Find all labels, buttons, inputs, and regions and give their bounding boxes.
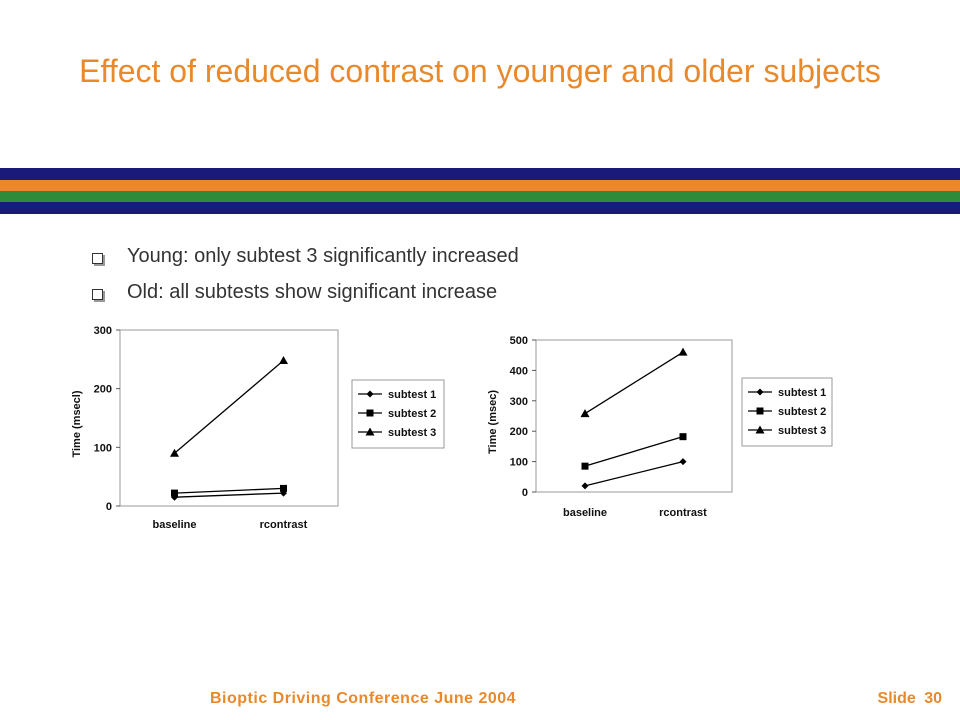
plot-area [535,339,733,493]
legend-label: subtest 2 [388,408,436,420]
square-bullet-icon [92,252,103,264]
bullet-item-old: Old: all subtests show significant incre… [92,274,519,310]
chart-young-svg: 0 100 200 300 baseline rcontrast Time (msecl) s… [71,325,445,531]
y-tick-label: 0 [106,501,112,513]
y-axis-label: Time (msec) [487,390,499,454]
data-point-subtest-1 [280,489,287,497]
chart-old-svg: 0 100 200 300 400 500 baseline rcontrast Time (m… [487,335,833,519]
legend-label: subtest 1 [388,389,436,401]
legend-marker [366,390,374,398]
data-point-subtest-3 [170,448,179,457]
bullet-text: Old: all subtests show significant incre… [127,280,498,303]
x-category-label: rcontrast [659,507,707,519]
data-point-subtest-2 [280,484,287,492]
bullet-list: Young: only subtest 3 significantly incr… [92,238,519,310]
footer-slide-number: Slide 30 [877,690,942,707]
chart-old: 0 100 200 300 400 500 baseline rcontrast Time (m… [478,328,838,533]
series-line-subtest-2 [584,436,684,467]
stripe-navy-bottom [0,202,960,214]
legend-marker [366,409,374,417]
decorative-stripes [0,168,960,214]
legend-label: subtest 3 [388,427,436,439]
bullet-text: Young: only subtest 3 significantly incr… [127,244,519,267]
series-line-subtest-2 [174,487,284,494]
stripe-green [0,191,960,202]
stripe-orange [0,180,960,191]
y-tick-label: 300 [94,325,112,337]
y-tick-label: 200 [510,426,528,438]
data-point-subtest-2 [679,433,687,441]
y-tick-label: 0 [522,487,528,499]
y-tick-label: 500 [510,335,528,347]
x-category-label: baseline [152,519,196,531]
y-axis-label: Time (msecl) [71,390,83,457]
legend-label: subtest 2 [778,406,826,418]
data-point-subtest-2 [581,462,589,470]
y-tick-label: 400 [510,365,528,377]
x-category-label: rcontrast [260,519,308,531]
legend-label: subtest 3 [778,425,826,437]
footer-conference: Bioptic Driving Conference June 2004 [210,690,517,707]
slide-title: Effect of reduced contrast on younger an… [79,53,881,89]
series-line-subtest-1 [174,492,284,498]
legend-box [351,379,445,449]
y-tick-label: 200 [94,384,112,396]
data-point-subtest-1 [581,482,589,490]
y-tick-label: 300 [510,396,528,408]
data-point-subtest-1 [679,458,687,466]
chart-young: 0 100 200 300 baseline rcontrast Time (msecl) s… [58,318,458,543]
square-bullet-icon [92,288,103,300]
stripe-navy-top [0,168,960,180]
legend-label: subtest 1 [778,387,826,399]
series-line-subtest-3 [174,360,284,454]
data-point-subtest-3 [678,347,688,356]
legend-marker [756,407,764,415]
y-tick-label: 100 [94,442,112,454]
legend-marker [365,427,375,436]
legend-marker [756,388,764,396]
series-line-subtest-1 [584,460,684,487]
x-category-label: baseline [563,507,607,519]
plot-area [119,329,339,507]
data-point-subtest-2 [171,489,178,497]
data-point-subtest-3 [279,356,288,365]
bullet-item-young: Young: only subtest 3 significantly incr… [92,238,519,274]
legend-marker [755,425,765,434]
series-line-subtest-3 [584,351,684,415]
y-tick-label: 100 [510,457,528,469]
data-point-subtest-3 [580,409,590,418]
